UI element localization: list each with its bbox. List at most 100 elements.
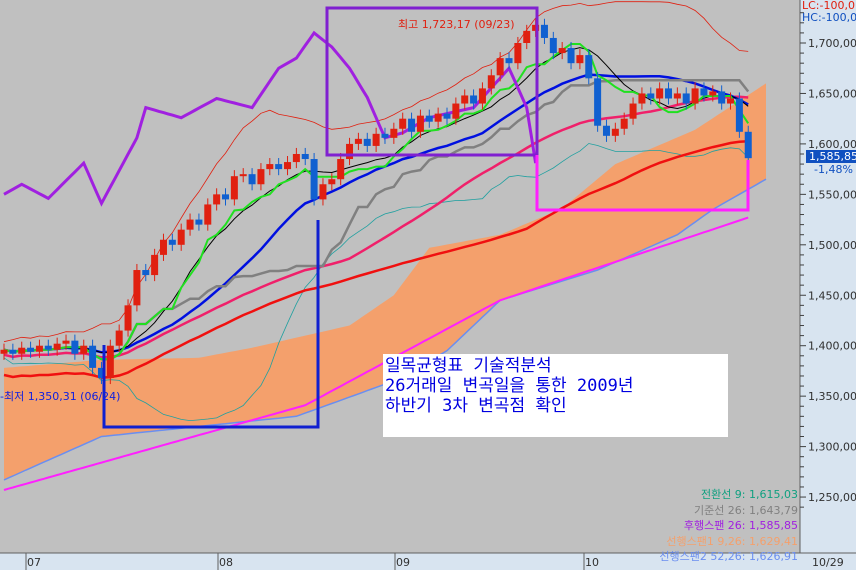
candle-body: [213, 194, 221, 205]
candle-body: [470, 95, 478, 104]
candle-body: [115, 330, 123, 346]
month-label: 10: [585, 556, 599, 569]
annotation-note: 일목균형표 기술적분석 26거래일 변곡일을 통한 2009년 하반기 3차 변…: [383, 354, 728, 437]
candle-body: [665, 88, 672, 99]
long-ma-line: [3, 216, 749, 491]
bollinger-lower: [3, 143, 749, 422]
candle-body: [372, 133, 380, 146]
candle-body: [275, 164, 283, 170]
candle-body: [700, 88, 708, 96]
candle-body: [177, 229, 185, 245]
candle-body: [567, 48, 575, 64]
purple-annotation-box: [325, 6, 539, 157]
high-label: 최고 1,723,17 (09/23): [398, 18, 515, 31]
low-label: -최저 1,350,31 (06/24): [0, 390, 121, 403]
candle-body: [558, 48, 566, 54]
candle-body: [44, 345, 52, 350]
candle-body: [292, 153, 300, 163]
candle-body: [709, 91, 717, 96]
candle-body: [9, 349, 17, 354]
candle-body: [106, 345, 114, 378]
candle-body: [35, 345, 43, 352]
legend-lagging: 후행스팬 26: 1,585,85: [683, 519, 798, 532]
candle-body: [691, 88, 699, 104]
candle-body: [744, 131, 752, 159]
candle-body: [0, 349, 8, 354]
candle-body: [452, 103, 460, 119]
ma60-line: [3, 139, 749, 379]
price-tick-label: 1,550,00: [808, 188, 856, 201]
hc-label: HC:-100,0: [802, 11, 856, 24]
ma10-line: [3, 47, 749, 354]
legend-span1: 선행스팬1 9,26: 1,629,41: [666, 534, 798, 548]
plot-area: [0, 1, 767, 491]
candle-body: [434, 113, 442, 122]
month-label: 07: [27, 556, 41, 569]
candle-body: [735, 98, 743, 132]
candle-body: [337, 159, 345, 180]
candle-body: [142, 270, 150, 276]
candle-body: [124, 305, 132, 331]
candle-body: [682, 93, 690, 104]
end-date-label: 10/29: [812, 556, 844, 569]
candle-body: [487, 75, 495, 89]
candle-body: [284, 162, 292, 170]
price-axis-panel: [800, 0, 856, 553]
month-label: 09: [396, 556, 410, 569]
candle-body: [53, 343, 61, 350]
candle-body: [496, 58, 504, 76]
ma20-line: [3, 73, 749, 354]
candle-body: [523, 30, 531, 43]
candle-body: [328, 179, 336, 185]
price-tick-label: 1,500,00: [808, 239, 856, 252]
candle-body: [647, 93, 655, 99]
candle-body: [186, 219, 194, 230]
candle-body: [381, 133, 389, 138]
last-price-badge: 1,585,85: [806, 150, 856, 163]
candle-body: [399, 118, 407, 129]
candle-body: [168, 239, 176, 245]
ichimoku-cloud: [4, 83, 766, 480]
candle-body: [673, 93, 681, 99]
candle-body: [222, 194, 229, 200]
candle-body: [346, 143, 354, 160]
candle-body: [629, 103, 637, 119]
candle-body: [204, 204, 212, 225]
candle-body: [363, 138, 371, 146]
price-tick-label: 1,250,00: [808, 491, 856, 504]
candle-body: [71, 340, 79, 354]
candle-body: [248, 174, 256, 185]
candle-body: [443, 113, 451, 119]
candle-body: [159, 239, 167, 255]
candle-body: [514, 43, 522, 64]
candle-body: [97, 367, 105, 378]
candle-body: [478, 88, 486, 104]
candle-body: [27, 347, 35, 352]
candle-body: [620, 118, 628, 129]
candle-body: [408, 118, 416, 132]
candle-body: [576, 55, 584, 64]
candle-body: [266, 164, 274, 170]
candle-body: [656, 88, 664, 99]
candle-body: [230, 176, 238, 200]
note-line: 일목균형표 기술적분석: [385, 356, 552, 376]
candle-body: [354, 138, 362, 144]
candle-body: [461, 95, 469, 104]
legend-conversion: 전환선 9: 1,615,03: [700, 488, 798, 501]
candle-body: [505, 58, 513, 64]
legend-base: 기준선 26: 1,643,79: [693, 503, 798, 517]
candle-body: [416, 115, 424, 132]
price-tick-label: 1,300,00: [808, 441, 856, 454]
time-axis-panel: [0, 553, 856, 570]
candle-body: [257, 169, 265, 185]
candle-body: [540, 24, 548, 38]
candle-body: [718, 91, 726, 104]
change-percent: -1,48%: [814, 163, 853, 176]
candle-body: [62, 340, 70, 344]
candle-body: [80, 345, 88, 354]
month-label: 08: [219, 556, 233, 569]
blue-bracket: [102, 220, 320, 429]
candle-body: [239, 174, 247, 177]
lc-label: LC:-100,0: [802, 0, 855, 12]
